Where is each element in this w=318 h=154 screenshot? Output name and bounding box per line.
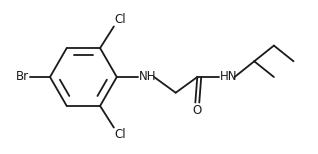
Text: Cl: Cl (115, 128, 127, 142)
Text: HN: HN (220, 71, 237, 83)
Text: O: O (193, 105, 202, 118)
Text: Br: Br (16, 71, 29, 83)
Text: Cl: Cl (115, 12, 127, 26)
Text: NH: NH (139, 71, 157, 83)
